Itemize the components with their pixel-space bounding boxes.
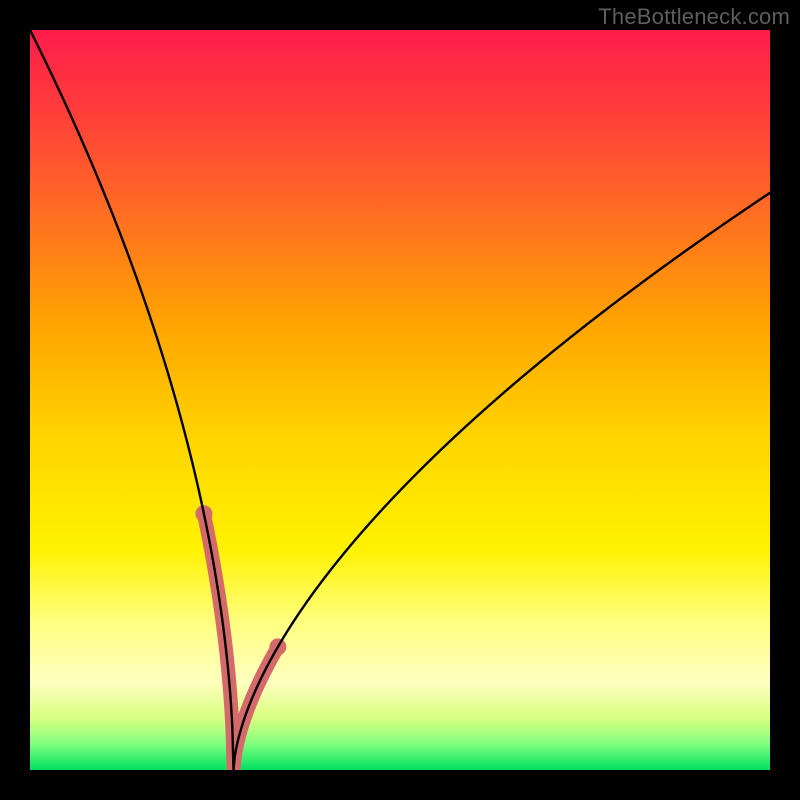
watermark-text: TheBottleneck.com xyxy=(598,4,790,30)
gradient-background xyxy=(30,30,770,770)
chart-svg xyxy=(30,30,770,770)
plot-area xyxy=(30,30,770,770)
stage: TheBottleneck.com xyxy=(0,0,800,800)
